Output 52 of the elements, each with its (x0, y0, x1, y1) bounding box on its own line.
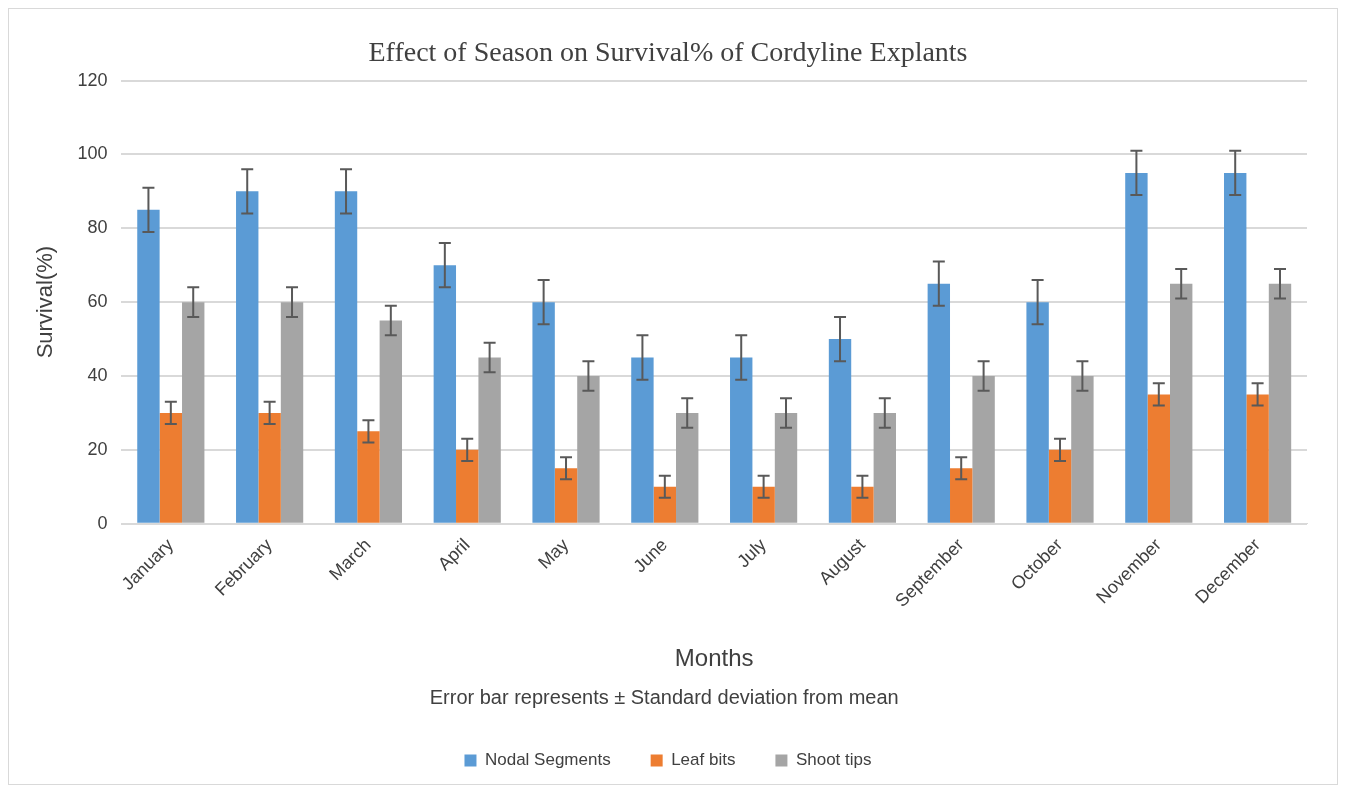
bar (851, 486, 874, 523)
bar (774, 412, 798, 523)
bar (532, 302, 555, 523)
legend-label: Nodal Segments (484, 750, 611, 770)
y-tick-label: 100 (77, 143, 108, 164)
chart-title: Effect of Season on Survival% of Cordyline Explants (368, 36, 968, 68)
bar (730, 357, 753, 523)
bar (280, 302, 304, 523)
bar (357, 431, 380, 523)
bar (828, 339, 852, 523)
bar (1147, 394, 1170, 523)
bar (631, 357, 654, 523)
bar (1071, 375, 1094, 523)
bar (873, 412, 896, 523)
bar (653, 486, 677, 523)
text: Error bar represents ± Standard deviation from mean (429, 685, 899, 708)
bar (478, 357, 501, 523)
y-tick-label: 20 (87, 438, 108, 459)
y-tick-label: 120 (77, 69, 108, 90)
bar (334, 191, 358, 523)
bar (1170, 283, 1193, 523)
bar (577, 375, 600, 523)
bar (1246, 394, 1269, 523)
bar (1026, 302, 1049, 523)
bar (1268, 283, 1292, 523)
x-tick-label: July (733, 534, 770, 572)
x-tick-label: May (534, 534, 573, 573)
bar (137, 209, 160, 523)
bar (1224, 172, 1247, 523)
x-axis-title: Months (674, 644, 754, 672)
bar (927, 283, 951, 523)
bar (379, 320, 403, 523)
bar (972, 375, 995, 523)
bar (433, 265, 457, 523)
bar (236, 191, 259, 523)
bar (258, 412, 281, 523)
bar (1125, 172, 1148, 523)
y-tick-label: 60 (87, 291, 108, 312)
y-tick-label: 0 (97, 512, 108, 533)
y-tick-label: 80 (87, 217, 108, 238)
bar (752, 486, 775, 523)
bar (159, 412, 183, 523)
y-tick-label: 40 (87, 364, 108, 385)
bar (554, 468, 578, 523)
legend-label: Shoot tips (795, 750, 872, 770)
bar (676, 412, 699, 523)
bar (1048, 449, 1072, 523)
bar (950, 468, 973, 523)
y-axis-title: Survival(%) (32, 245, 58, 359)
bar (182, 302, 205, 523)
legend-label: Leaf bits (671, 750, 736, 770)
bar (456, 449, 479, 523)
